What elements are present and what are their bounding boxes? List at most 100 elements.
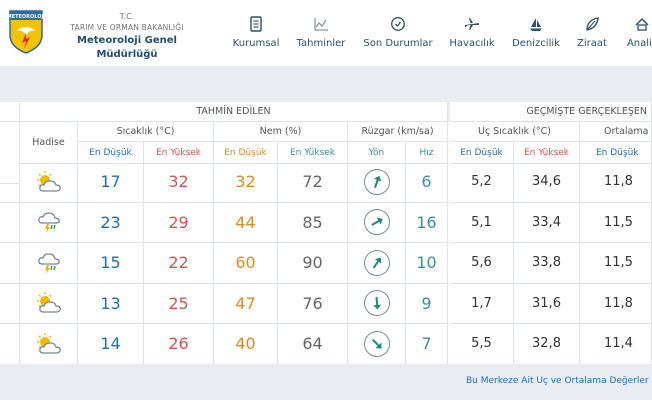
nav-son-durumlar[interactable]: Son Durumlar	[360, 16, 436, 56]
nav-label: Tahminler	[296, 38, 346, 49]
cell-umax: 32,8	[514, 324, 580, 365]
col-wind: Rüzgar (km/sa)	[348, 122, 448, 142]
cell-avg: 11,4	[580, 324, 652, 365]
nav-havacilik[interactable]: Havacılık	[446, 16, 498, 56]
wind-direction-cell	[348, 283, 406, 324]
wind-direction-cell	[348, 162, 406, 203]
cell-speed: 7	[406, 324, 448, 365]
wind-direction-indicator	[363, 249, 390, 276]
sub-temp-min: En Düşük	[78, 142, 144, 164]
row-label-spacer	[0, 122, 20, 184]
cell-speed: 6	[406, 162, 448, 203]
cell-umin: 5,2	[450, 162, 514, 203]
cell-tmax: 29	[144, 202, 214, 243]
footnote-link[interactable]: Bu Merkeze Ait Uç ve Ortalama Değerler	[466, 376, 649, 386]
chart-icon	[314, 18, 328, 31]
weather-icon-cell	[20, 243, 78, 284]
cell-umin: 5,6	[450, 243, 514, 284]
wind-direction-cell	[348, 324, 406, 365]
wind-direction-indicator	[363, 168, 390, 195]
col-hadise: Hadise	[20, 122, 78, 164]
cell-hmax: 90	[278, 243, 348, 284]
thunderstorm-icon	[37, 212, 60, 234]
cell-speed: 16	[406, 202, 448, 243]
wind-arrow-icon	[370, 217, 383, 227]
mgm-logo[interactable]: METEOROLOJI	[8, 9, 44, 55]
cell-tmax: 26	[144, 324, 214, 365]
wind-direction-indicator	[363, 290, 390, 317]
cell-hmax: 72	[278, 162, 348, 203]
nav-denizcilik[interactable]: Denizcilik	[508, 16, 564, 56]
group-past: GEÇMİŞTE GERÇEKLEŞEN	[450, 102, 652, 122]
nav-kurumsal[interactable]: Kurumsal	[228, 16, 284, 56]
nav-analiz[interactable]: Analiz	[620, 16, 652, 56]
org-title[interactable]: T.C. TARIM VE ORMAN BAKANLIĞI Meteoroloj…	[52, 11, 202, 62]
cell-umax: 34,6	[514, 162, 580, 203]
sailboat-icon	[530, 18, 542, 31]
leaf-icon	[586, 17, 599, 31]
sub-average-min: En Düşük	[580, 142, 652, 164]
col-extreme-temp: Uç Sıcaklık (°C)	[450, 122, 580, 142]
plane-icon	[465, 18, 479, 30]
nav-tahminler[interactable]: Tahminler	[293, 16, 349, 56]
cell-hmin: 60	[214, 243, 278, 284]
wind-arrow-icon	[372, 257, 381, 269]
row-label-cell	[0, 283, 20, 324]
row-label-cell	[0, 202, 20, 243]
header-spacer	[0, 102, 20, 122]
cell-tmax: 25	[144, 283, 214, 324]
wind-arrow-icon	[373, 175, 381, 188]
sub-wind-speed: Hız	[406, 142, 448, 164]
weather-icon-cell	[20, 324, 78, 365]
cell-avg: 11,8	[580, 283, 652, 324]
analysis-icon	[635, 18, 649, 31]
col-average: Ortalama	[580, 122, 652, 142]
sub-humidity-max: En Yüksek	[278, 142, 348, 164]
tc-label: T.C.	[119, 12, 135, 21]
sub-extreme-min: En Düşük	[450, 142, 514, 164]
cell-umax: 31,6	[514, 283, 580, 324]
cell-tmin: 15	[78, 243, 144, 284]
cell-hmin: 40	[214, 324, 278, 365]
wind-direction-indicator	[363, 209, 390, 236]
wind-arrow-icon	[372, 297, 381, 310]
wind-direction-cell	[348, 202, 406, 243]
partly-cloudy-icon	[36, 170, 61, 192]
nav-label: Son Durumlar	[363, 38, 433, 49]
cell-tmin: 23	[78, 202, 144, 243]
document-icon	[250, 16, 262, 32]
weather-icon-cell	[20, 162, 78, 203]
weather-icon-cell	[20, 283, 78, 324]
cell-umin: 5,1	[450, 202, 514, 243]
cell-avg: 11,8	[580, 162, 652, 203]
site-header: METEOROLOJI T.C. TARIM VE ORMAN BAKANLIĞ…	[0, 0, 652, 66]
thunderstorm-icon	[37, 253, 60, 274]
nav-ziraat[interactable]: Ziraat	[572, 16, 612, 56]
cell-umin: 5,5	[450, 324, 514, 365]
group-separator	[448, 102, 450, 122]
cell-hmax: 76	[278, 283, 348, 324]
wind-direction-cell	[348, 243, 406, 284]
cell-hmin: 32	[214, 162, 278, 203]
cell-avg: 11,5	[580, 202, 652, 243]
cell-speed: 9	[406, 283, 448, 324]
nav-label: Analiz	[626, 38, 652, 49]
col-temperature: Sıcaklık (°C)	[78, 122, 214, 142]
cell-tmin: 14	[78, 324, 144, 365]
cell-hmax: 85	[278, 202, 348, 243]
cell-hmax: 64	[278, 324, 348, 365]
sub-extreme-max: En Yüksek	[514, 142, 580, 164]
partly-cloudy-icon	[36, 332, 61, 354]
nav-label: Kurumsal	[232, 38, 280, 49]
cell-speed: 10	[406, 243, 448, 284]
cell-hmin: 44	[214, 202, 278, 243]
partly-cloudy-icon	[36, 292, 61, 313]
cell-tmax: 22	[144, 243, 214, 284]
row-label-cell	[0, 324, 20, 365]
cell-umin: 1,7	[450, 283, 514, 324]
cell-tmax: 32	[144, 162, 214, 203]
top-band	[0, 66, 652, 102]
sub-humidity-min: En Düşük	[214, 142, 278, 164]
group-forecast: TAHMİN EDİLEN	[20, 102, 448, 122]
bottom-band	[0, 364, 652, 400]
